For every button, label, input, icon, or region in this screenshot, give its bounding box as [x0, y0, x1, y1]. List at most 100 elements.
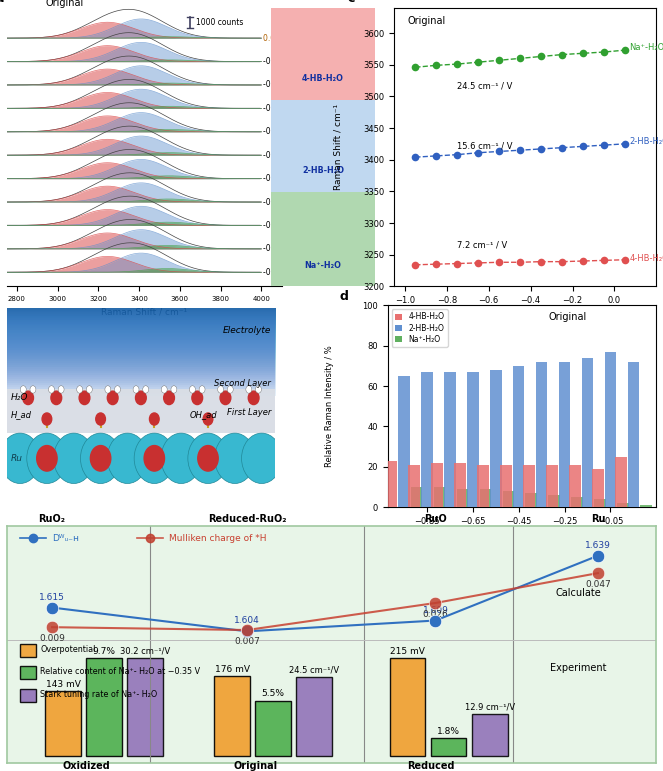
- FancyBboxPatch shape: [20, 689, 36, 702]
- Bar: [7, 343, 275, 345]
- Bar: [523, 465, 535, 507]
- Circle shape: [190, 386, 196, 393]
- Bar: [408, 465, 420, 507]
- Text: 0.05 V: 0.05 V: [263, 34, 288, 42]
- Bar: [559, 362, 570, 507]
- Bar: [434, 487, 446, 507]
- Bar: [490, 370, 501, 507]
- Circle shape: [79, 391, 90, 405]
- Legend: 4-HB-H₂O, 2-HB-H₂O, Na⁺-H₂O: 4-HB-H₂O, 2-HB-H₂O, Na⁺-H₂O: [392, 309, 448, 347]
- Bar: [467, 372, 479, 507]
- Bar: [7, 389, 275, 433]
- Bar: [7, 369, 275, 372]
- Circle shape: [36, 446, 57, 471]
- Text: c: c: [347, 0, 355, 5]
- Text: Dᵂᵤ₋ʜ: Dᵂᵤ₋ʜ: [52, 534, 79, 543]
- Y-axis label: Relative Raman Intensity / %: Relative Raman Intensity / %: [325, 345, 334, 467]
- Text: -0.95 V: -0.95 V: [263, 268, 290, 277]
- Circle shape: [144, 446, 164, 471]
- Bar: [432, 463, 443, 507]
- Bar: [7, 335, 275, 337]
- Text: -0.45 V: -0.45 V: [263, 150, 290, 160]
- Text: Overpotential: Overpotential: [40, 645, 95, 654]
- Bar: [7, 319, 275, 321]
- Circle shape: [107, 391, 118, 405]
- Circle shape: [105, 386, 111, 393]
- Bar: [7, 375, 275, 377]
- Bar: [7, 386, 275, 388]
- Bar: [7, 383, 275, 386]
- Bar: [7, 349, 275, 351]
- Bar: [7, 382, 275, 383]
- Text: Original: Original: [549, 311, 587, 322]
- Text: -0.55 V: -0.55 V: [263, 174, 290, 183]
- Circle shape: [80, 433, 121, 483]
- Circle shape: [58, 386, 64, 393]
- Bar: [7, 331, 275, 333]
- Bar: [398, 376, 410, 507]
- Bar: [7, 329, 275, 331]
- Circle shape: [188, 433, 228, 483]
- Text: H₂O: H₂O: [11, 393, 28, 402]
- Text: Ru: Ru: [591, 513, 605, 524]
- Bar: [503, 491, 514, 507]
- Text: RuO₂: RuO₂: [38, 513, 66, 524]
- X-axis label: Raman Shift / cm⁻¹: Raman Shift / cm⁻¹: [101, 308, 187, 317]
- Bar: [617, 503, 629, 507]
- X-axis label: Potential / V vs.RHE: Potential / V vs.RHE: [481, 311, 570, 320]
- Bar: [7, 327, 275, 329]
- Bar: [7, 351, 275, 353]
- Text: Stark tuning rate of Na⁺- H₂O: Stark tuning rate of Na⁺- H₂O: [40, 690, 158, 699]
- FancyBboxPatch shape: [86, 658, 122, 756]
- FancyBboxPatch shape: [127, 658, 163, 756]
- Circle shape: [30, 386, 36, 393]
- Text: 1.604: 1.604: [234, 616, 260, 625]
- Bar: [7, 339, 275, 341]
- Circle shape: [143, 386, 149, 393]
- Bar: [7, 317, 275, 319]
- Bar: [592, 469, 603, 507]
- Bar: [536, 362, 548, 507]
- Circle shape: [199, 386, 205, 393]
- Bar: [7, 355, 275, 357]
- Bar: [7, 311, 275, 313]
- Text: Original: Original: [45, 0, 84, 8]
- Text: OH_ad: OH_ad: [189, 410, 217, 419]
- Bar: [411, 487, 422, 507]
- Text: Experiment: Experiment: [550, 663, 607, 673]
- Text: Reduced-RuO₂: Reduced-RuO₂: [208, 513, 286, 524]
- Circle shape: [241, 433, 282, 483]
- Text: Ru: Ru: [11, 454, 23, 463]
- Bar: [7, 345, 275, 347]
- Circle shape: [133, 386, 139, 393]
- Bar: [594, 499, 606, 507]
- Bar: [457, 489, 468, 507]
- Text: 0.007: 0.007: [234, 637, 260, 646]
- FancyBboxPatch shape: [390, 658, 426, 756]
- Y-axis label: Raman Shift / cm⁻¹: Raman Shift / cm⁻¹: [333, 104, 342, 190]
- Bar: [572, 497, 583, 507]
- Text: 2-HB-H₂O: 2-HB-H₂O: [629, 137, 663, 146]
- FancyBboxPatch shape: [296, 677, 332, 756]
- FancyBboxPatch shape: [45, 691, 81, 756]
- Circle shape: [48, 386, 54, 393]
- Circle shape: [134, 433, 174, 483]
- Bar: [628, 362, 639, 507]
- Text: Reduced: Reduced: [407, 761, 455, 771]
- Text: 1.615: 1.615: [39, 593, 65, 601]
- Bar: [7, 313, 275, 315]
- Bar: [513, 366, 524, 507]
- Bar: [444, 372, 455, 507]
- Circle shape: [198, 446, 218, 471]
- Bar: [7, 333, 275, 335]
- Bar: [7, 373, 275, 375]
- Text: 4-HB-H₂O: 4-HB-H₂O: [629, 254, 663, 263]
- Text: 1.8%: 1.8%: [437, 726, 460, 736]
- Circle shape: [0, 433, 40, 483]
- FancyBboxPatch shape: [214, 676, 250, 756]
- Circle shape: [192, 391, 203, 405]
- Text: 0.026: 0.026: [422, 610, 448, 619]
- Bar: [615, 456, 627, 507]
- Text: 1000 counts: 1000 counts: [196, 18, 243, 27]
- Text: 15.6 cm⁻¹ / V: 15.6 cm⁻¹ / V: [457, 141, 512, 150]
